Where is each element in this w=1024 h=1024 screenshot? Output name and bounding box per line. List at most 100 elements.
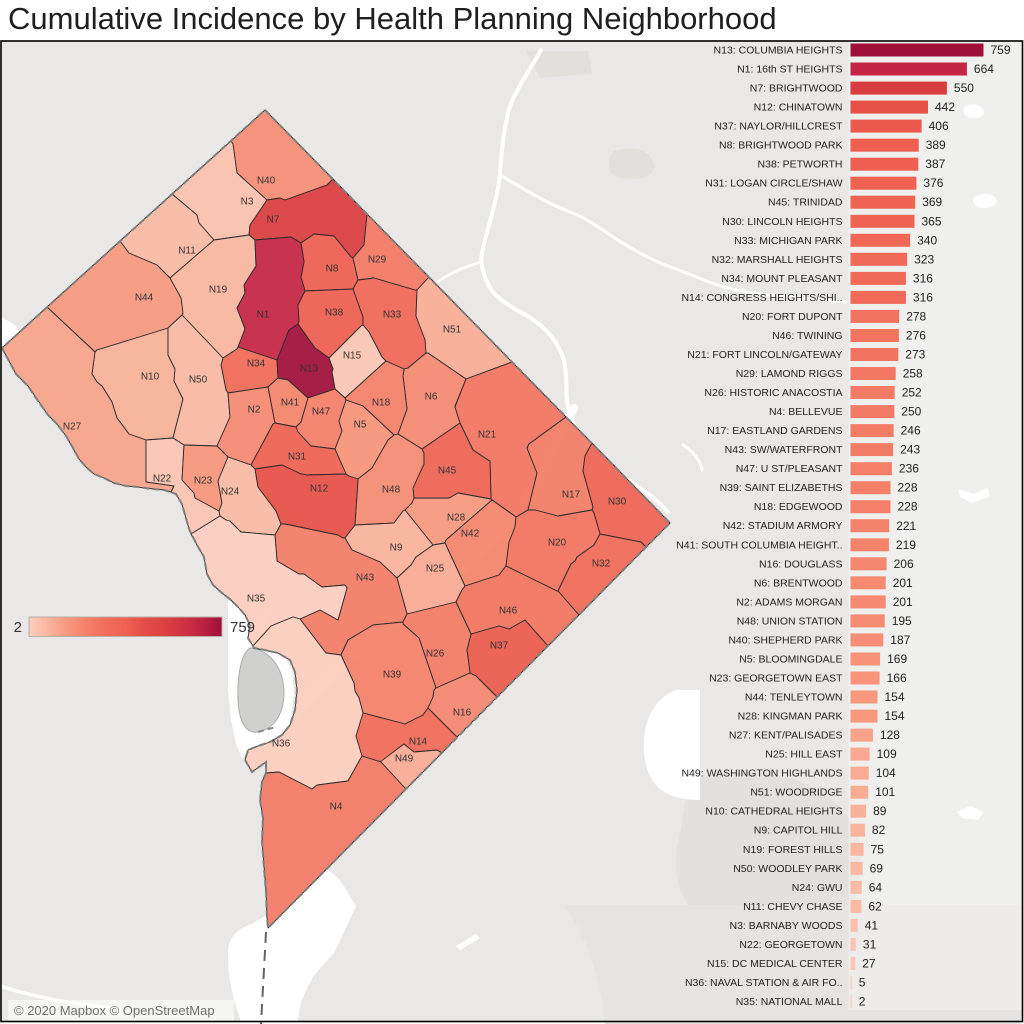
svg-text:N42: N42 [461,529,480,540]
svg-text:N49: N49 [395,754,414,765]
svg-text:109: 109 [877,747,897,761]
svg-text:N18: EDGEWOOD: N18: EDGEWOOD [754,501,843,513]
svg-text:27: 27 [862,956,876,970]
svg-text:N3: N3 [241,197,254,208]
svg-text:N17: EASTLAND GARDENS: N17: EASTLAND GARDENS [707,425,842,437]
svg-text:442: 442 [935,100,955,114]
svg-text:N37: NAYLOR/HILLCREST: N37: NAYLOR/HILLCREST [714,121,843,133]
svg-text:N12: N12 [310,484,329,495]
svg-text:N16: N16 [453,708,472,719]
svg-text:316: 316 [913,290,933,304]
svg-text:N21: N21 [478,430,497,441]
svg-text:5: 5 [859,976,866,990]
svg-text:154: 154 [885,709,905,723]
svg-text:365: 365 [922,214,942,228]
svg-text:N24: N24 [221,487,240,498]
svg-text:N48: N48 [382,485,401,496]
svg-text:246: 246 [901,424,921,438]
svg-text:N37: N37 [490,641,509,652]
svg-text:228: 228 [898,500,918,514]
svg-text:N43: N43 [356,573,375,584]
svg-text:N7: N7 [267,215,280,226]
svg-text:N10: N10 [141,372,160,383]
svg-text:221: 221 [896,519,916,533]
svg-text:N43: SW/WATERFRONT: N43: SW/WATERFRONT [725,444,843,456]
svg-text:N36: NAVAL STATION & AIR FO..: N36: NAVAL STATION & AIR FO.. [685,977,843,989]
svg-text:N29: N29 [368,255,387,266]
svg-text:201: 201 [893,576,913,590]
svg-text:69: 69 [870,861,884,875]
svg-text:N46: TWINING: N46: TWINING [772,330,842,342]
svg-text:187: 187 [890,633,910,647]
svg-text:N5: N5 [354,420,367,431]
svg-text:75: 75 [871,842,885,856]
svg-text:N33: MICHIGAN PARK: N33: MICHIGAN PARK [734,235,842,247]
svg-text:N19: N19 [209,285,228,296]
svg-text:104: 104 [876,766,896,780]
svg-text:N25: N25 [426,564,445,575]
svg-text:N8: BRIGHTWOOD PARK: N8: BRIGHTWOOD PARK [719,140,842,152]
svg-text:406: 406 [929,119,949,133]
svg-text:550: 550 [954,81,974,95]
svg-text:N15: N15 [343,351,362,362]
svg-text:N39: N39 [383,670,402,681]
svg-text:N32: N32 [592,559,611,570]
svg-text:154: 154 [885,690,905,704]
svg-text:N35: NATIONAL MALL: N35: NATIONAL MALL [736,996,843,1008]
svg-text:N44: N44 [135,293,154,304]
svg-text:N26: N26 [426,649,445,660]
svg-text:N40: N40 [257,176,276,187]
svg-text:N13: COLUMBIA HEIGHTS: N13: COLUMBIA HEIGHTS [714,45,843,57]
svg-text:195: 195 [892,614,912,628]
svg-text:N41: SOUTH COLUMBIA HEIGHT..: N41: SOUTH COLUMBIA HEIGHT.. [676,539,842,551]
svg-text:N27: N27 [63,422,82,433]
svg-text:376: 376 [923,176,943,190]
svg-text:N9: CAPITOL HILL: N9: CAPITOL HILL [754,825,843,837]
svg-text:389: 389 [926,138,946,152]
svg-text:N49: WASHINGTON HIGHLANDS: N49: WASHINGTON HIGHLANDS [681,768,842,780]
svg-text:369: 369 [922,195,942,209]
svg-text:41: 41 [865,918,879,932]
svg-text:N14: N14 [409,737,428,748]
svg-text:N9: N9 [390,543,403,554]
svg-text:N38: N38 [325,308,344,319]
svg-text:N33: N33 [383,310,402,321]
svg-text:201: 201 [893,595,913,609]
svg-text:316: 316 [913,271,933,285]
svg-text:228: 228 [898,481,918,495]
svg-text:N8: N8 [326,264,339,275]
svg-text:N45: TRINIDAD: N45: TRINIDAD [768,197,843,209]
svg-text:N26: HISTORIC ANACOSTIA: N26: HISTORIC ANACOSTIA [704,387,842,399]
svg-text:276: 276 [906,329,926,343]
svg-text:N44: TENLEYTOWN: N44: TENLEYTOWN [745,692,843,704]
svg-text:N12: CHINATOWN: N12: CHINATOWN [754,102,843,114]
svg-text:N20: FORT DUPONT: N20: FORT DUPONT [742,311,843,323]
svg-text:243: 243 [900,443,920,457]
svg-text:N39: SAINT ELIZABETHS: N39: SAINT ELIZABETHS [720,482,843,494]
svg-text:64: 64 [869,880,883,894]
svg-text:N31: LOGAN CIRCLE/SHAW: N31: LOGAN CIRCLE/SHAW [705,178,842,190]
svg-text:N19: FOREST HILLS: N19: FOREST HILLS [743,844,843,856]
svg-text:N17: N17 [562,490,581,501]
svg-text:N28: N28 [447,513,466,524]
svg-text:252: 252 [902,386,922,400]
svg-text:N2: ADAMS MORGAN: N2: ADAMS MORGAN [736,596,842,608]
svg-text:N29: LAMOND RIGGS: N29: LAMOND RIGGS [736,368,843,380]
svg-text:N6: N6 [425,392,438,403]
svg-text:N28: KINGMAN PARK: N28: KINGMAN PARK [738,711,843,723]
svg-text:N47: N47 [312,407,331,418]
svg-text:89: 89 [873,804,887,818]
svg-text:N34: N34 [247,359,266,370]
svg-text:N22: GEORGETOWN: N22: GEORGETOWN [739,939,842,951]
svg-text:N6: BRENTWOOD: N6: BRENTWOOD [754,577,843,589]
svg-text:N20: N20 [548,538,567,549]
svg-text:N51: WOODRIDGE: N51: WOODRIDGE [750,787,842,799]
svg-text:278: 278 [906,309,926,323]
svg-text:340: 340 [917,233,937,247]
svg-text:N2: N2 [248,405,261,416]
svg-text:N36: N36 [272,739,291,750]
svg-text:N14: CONGRESS HEIGHTS/SHI..: N14: CONGRESS HEIGHTS/SHI.. [681,292,842,304]
svg-text:759: 759 [991,43,1011,57]
svg-text:N46: N46 [499,606,518,617]
svg-text:N1: 16th ST HEIGHTS: N1: 16th ST HEIGHTS [737,64,842,76]
